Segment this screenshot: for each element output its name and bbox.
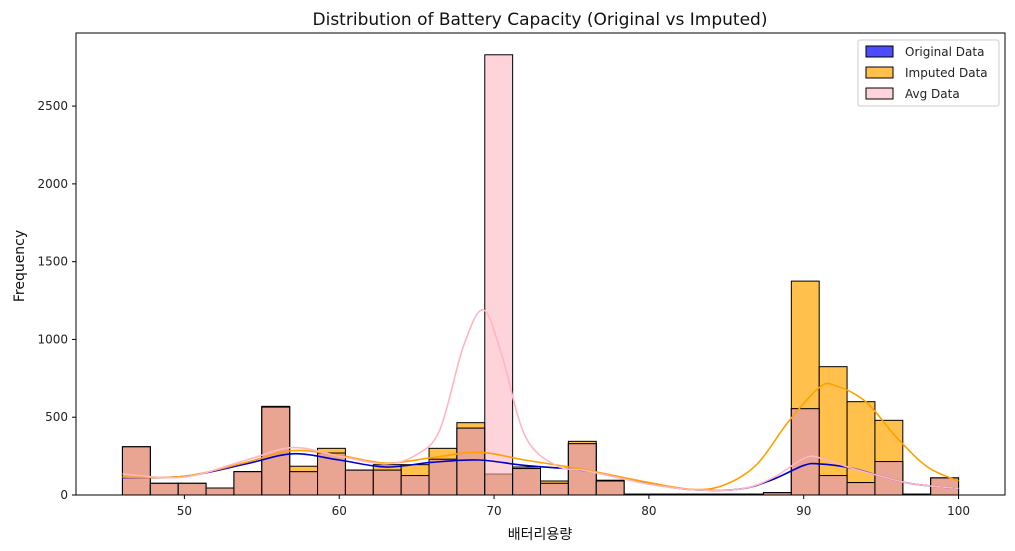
bar-avg xyxy=(540,482,569,496)
y-tick-label: 500 xyxy=(45,410,68,424)
y-tick-label: 1000 xyxy=(37,332,68,346)
legend-swatch-imputed xyxy=(865,66,894,79)
bar-avg xyxy=(428,458,458,496)
bar-avg xyxy=(595,480,625,496)
bar-avg xyxy=(289,471,319,496)
bar-avg xyxy=(818,475,848,496)
y-tick-label: 2000 xyxy=(37,177,68,191)
x-tick-label: 100 xyxy=(947,504,970,518)
bar-imputed xyxy=(846,401,876,496)
bar-avg xyxy=(790,408,820,496)
bar-avg xyxy=(233,471,263,496)
x-tick-label: 50 xyxy=(177,504,192,518)
bar-avg xyxy=(177,482,207,496)
kde-line-imputed xyxy=(122,382,959,491)
plot-frame xyxy=(75,32,1006,496)
legend-label-imputed: Imputed Data xyxy=(905,66,988,80)
y-tick-label: 1500 xyxy=(37,255,68,269)
plot-area xyxy=(121,54,960,496)
x-tick-label: 80 xyxy=(641,504,656,518)
x-tick-label: 90 xyxy=(796,504,811,518)
kde-line-avg xyxy=(122,309,959,492)
bar-avg xyxy=(456,427,486,496)
chart-title: Distribution of Battery Capacity (Origin… xyxy=(313,10,768,30)
bar-avg xyxy=(205,487,235,496)
y-tick-label: 2500 xyxy=(37,99,68,113)
y-tick-label: 0 xyxy=(60,488,68,502)
bar-avg xyxy=(846,482,876,496)
bar-avg xyxy=(400,475,430,496)
bar-avg xyxy=(149,482,179,496)
bar-avg xyxy=(344,469,374,496)
bar-avg xyxy=(121,446,151,496)
legend-swatch-avg xyxy=(865,87,894,100)
x-axis-label: 배터리용량 xyxy=(508,527,573,543)
y-axis-label: Frequency xyxy=(12,230,28,302)
legend-swatch-original xyxy=(865,45,894,58)
x-tick-label: 70 xyxy=(486,504,501,518)
bar-avg xyxy=(512,468,542,496)
legend-label-original: Original Data xyxy=(905,45,984,59)
bar-avg xyxy=(484,54,514,496)
legend-label-avg: Avg Data xyxy=(905,87,960,101)
x-tick-label: 60 xyxy=(332,504,347,518)
bar-avg xyxy=(372,469,402,496)
legend: Original Data Imputed Data Avg Data xyxy=(857,39,1000,107)
